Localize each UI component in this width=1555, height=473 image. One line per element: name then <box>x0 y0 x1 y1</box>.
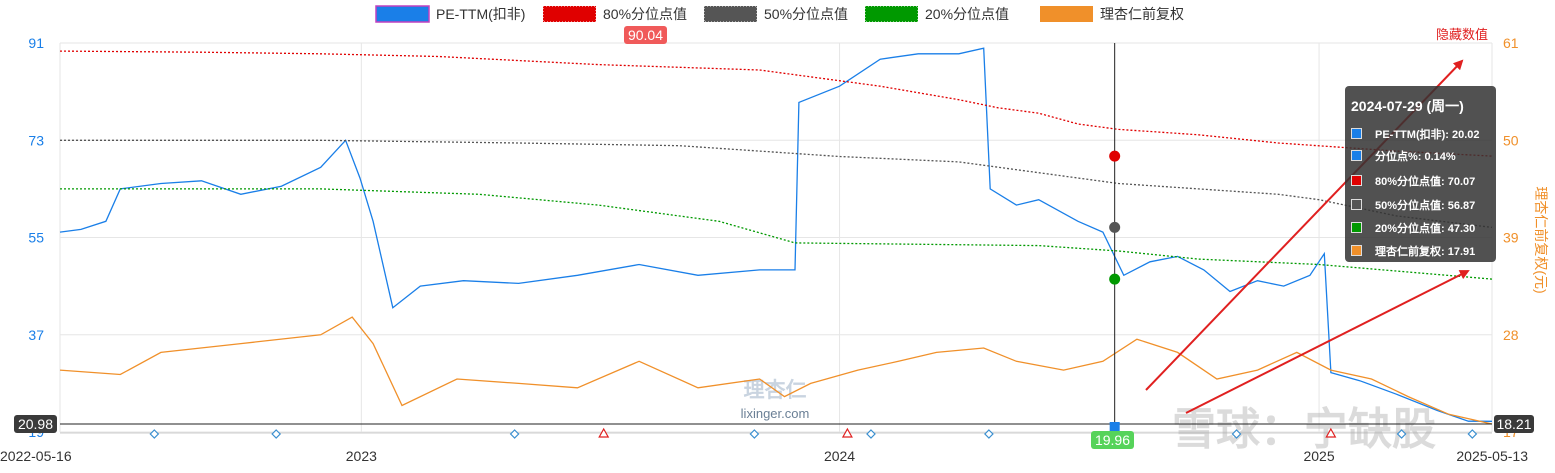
series-line-p80 <box>59 50 1493 157</box>
legend-swatch <box>704 6 757 22</box>
tooltip-label: 理杏仁前复权: 17.91 <box>1375 246 1476 258</box>
left-axis-value-badge: 20.98 <box>14 415 57 433</box>
y-left-tick-label: 37 <box>28 327 44 343</box>
legend-item-p80: 80%分位点值 <box>542 5 687 23</box>
tooltip-label: PE-TTM(扣非): 20.02 <box>1375 129 1480 141</box>
legend-label: 理杏仁前复权 <box>1100 6 1184 22</box>
tooltip-label: 分位点%: 0.14% <box>1375 151 1456 163</box>
right-axis-value-badge-text: 18.21 <box>1496 416 1531 432</box>
event-marker-triangle <box>1325 427 1337 438</box>
tooltip-swatch <box>1351 245 1362 256</box>
min-value-badge-text: 19.96 <box>1095 432 1130 448</box>
xueqiu-watermark: 雪球：宁缺股 <box>1172 405 1436 454</box>
left-axis-value-badge-text: 20.98 <box>18 416 53 432</box>
x-tick-label: 2025 <box>1303 448 1334 464</box>
y-right-tick-label: 28 <box>1503 327 1519 343</box>
event-marker-triangle <box>598 427 610 438</box>
legend-swatch <box>543 6 596 22</box>
annotation-arrow-lower <box>1185 270 1470 414</box>
event-marker-diamond <box>271 429 282 439</box>
series-line-p20 <box>60 188 1493 280</box>
hidden-values-toggle: 隐藏数值 <box>1436 27 1488 42</box>
legend-item-p50: 50%分位点值 <box>703 5 848 23</box>
crosshair-dot-p50 <box>1109 221 1121 233</box>
legend-label: 20%分位点值 <box>925 6 1009 22</box>
min-value-badge: 19.96 <box>1091 431 1134 449</box>
legend-item-pe: PE-TTM(扣非) <box>375 5 525 23</box>
event-marker-diamond <box>149 429 160 439</box>
event-marker-diamond <box>1467 429 1478 439</box>
tooltip-swatch <box>1351 199 1362 210</box>
legend-label: 50%分位点值 <box>764 6 848 22</box>
y-right-tick-label: 50 <box>1503 132 1519 148</box>
left-axis-value-badge-bg <box>14 415 57 433</box>
series-line-price <box>59 316 1493 425</box>
max-value-badge: 90.04 <box>624 26 667 44</box>
event-marker-triangle <box>841 427 853 438</box>
y-right-axis-title: 理杏仁前复权(元) <box>1533 186 1549 293</box>
x-tick-label: 2022-05-16 <box>0 448 72 464</box>
series-line-p50 <box>60 139 1493 229</box>
tooltip-swatch <box>1351 222 1362 233</box>
min-value-badge-bg <box>1091 431 1134 449</box>
tooltip-label: 20%分位点值: 47.30 <box>1375 223 1476 235</box>
right-axis-value-badge: 18.21 <box>1494 415 1534 433</box>
tooltip-label: 50%分位点值: 56.87 <box>1375 200 1476 212</box>
x-tick-label: 2023 <box>346 448 377 464</box>
y-right-tick-label: 39 <box>1503 230 1519 246</box>
legend-swatch <box>1040 6 1093 22</box>
crosshair-dot-pe <box>1109 422 1120 432</box>
x-tick-label: 2025-05-13 <box>1456 448 1528 464</box>
event-marker-diamond <box>1396 429 1407 439</box>
event-marker-diamond <box>984 429 994 439</box>
y-left-tick-label: 55 <box>28 230 44 246</box>
tooltip-swatch <box>1351 175 1362 186</box>
legend-item-price: 理杏仁前复权 <box>1040 6 1184 22</box>
max-value-badge-bg <box>624 26 667 44</box>
max-value-badge-text: 90.04 <box>628 27 663 43</box>
crosshair-dot-p20 <box>1109 273 1121 285</box>
legend-item-p20: 20%分位点值 <box>864 5 1009 23</box>
event-marker-diamond <box>1231 429 1242 439</box>
crosshair-dot-p80 <box>1109 150 1121 162</box>
right-axis-value-badge-bg <box>1494 415 1534 433</box>
legend-label: 80%分位点值 <box>603 6 687 22</box>
event-marker-diamond <box>749 429 760 439</box>
crosshair-tooltip: 2024-07-29 (周一) PE-TTM(扣非): 20.02 分位点%: … <box>1345 86 1496 262</box>
tooltip-title: 2024-07-29 (周一) <box>1351 98 1464 114</box>
series-line-pe <box>59 47 1493 422</box>
legend-swatch <box>375 5 430 23</box>
tooltip-swatch <box>1351 128 1362 139</box>
legend-swatch-texture <box>703 5 758 23</box>
y-left-tick-label: 91 <box>28 35 44 51</box>
y-left-tick-label: 73 <box>28 132 44 148</box>
watermark-site: lixinger.com <box>741 406 810 421</box>
legend-label: PE-TTM(扣非) <box>436 6 525 22</box>
y-right-tick-label: 61 <box>1503 35 1519 51</box>
legend-swatch <box>865 6 918 22</box>
tooltip-label: 80%分位点值: 70.07 <box>1375 176 1476 188</box>
event-marker-diamond <box>509 429 520 439</box>
tooltip-swatch <box>1351 150 1362 161</box>
legend-swatch-texture <box>542 5 597 23</box>
event-marker-diamond <box>866 429 876 439</box>
legend-swatch-texture <box>864 5 919 23</box>
x-tick-label: 2024 <box>824 448 855 464</box>
